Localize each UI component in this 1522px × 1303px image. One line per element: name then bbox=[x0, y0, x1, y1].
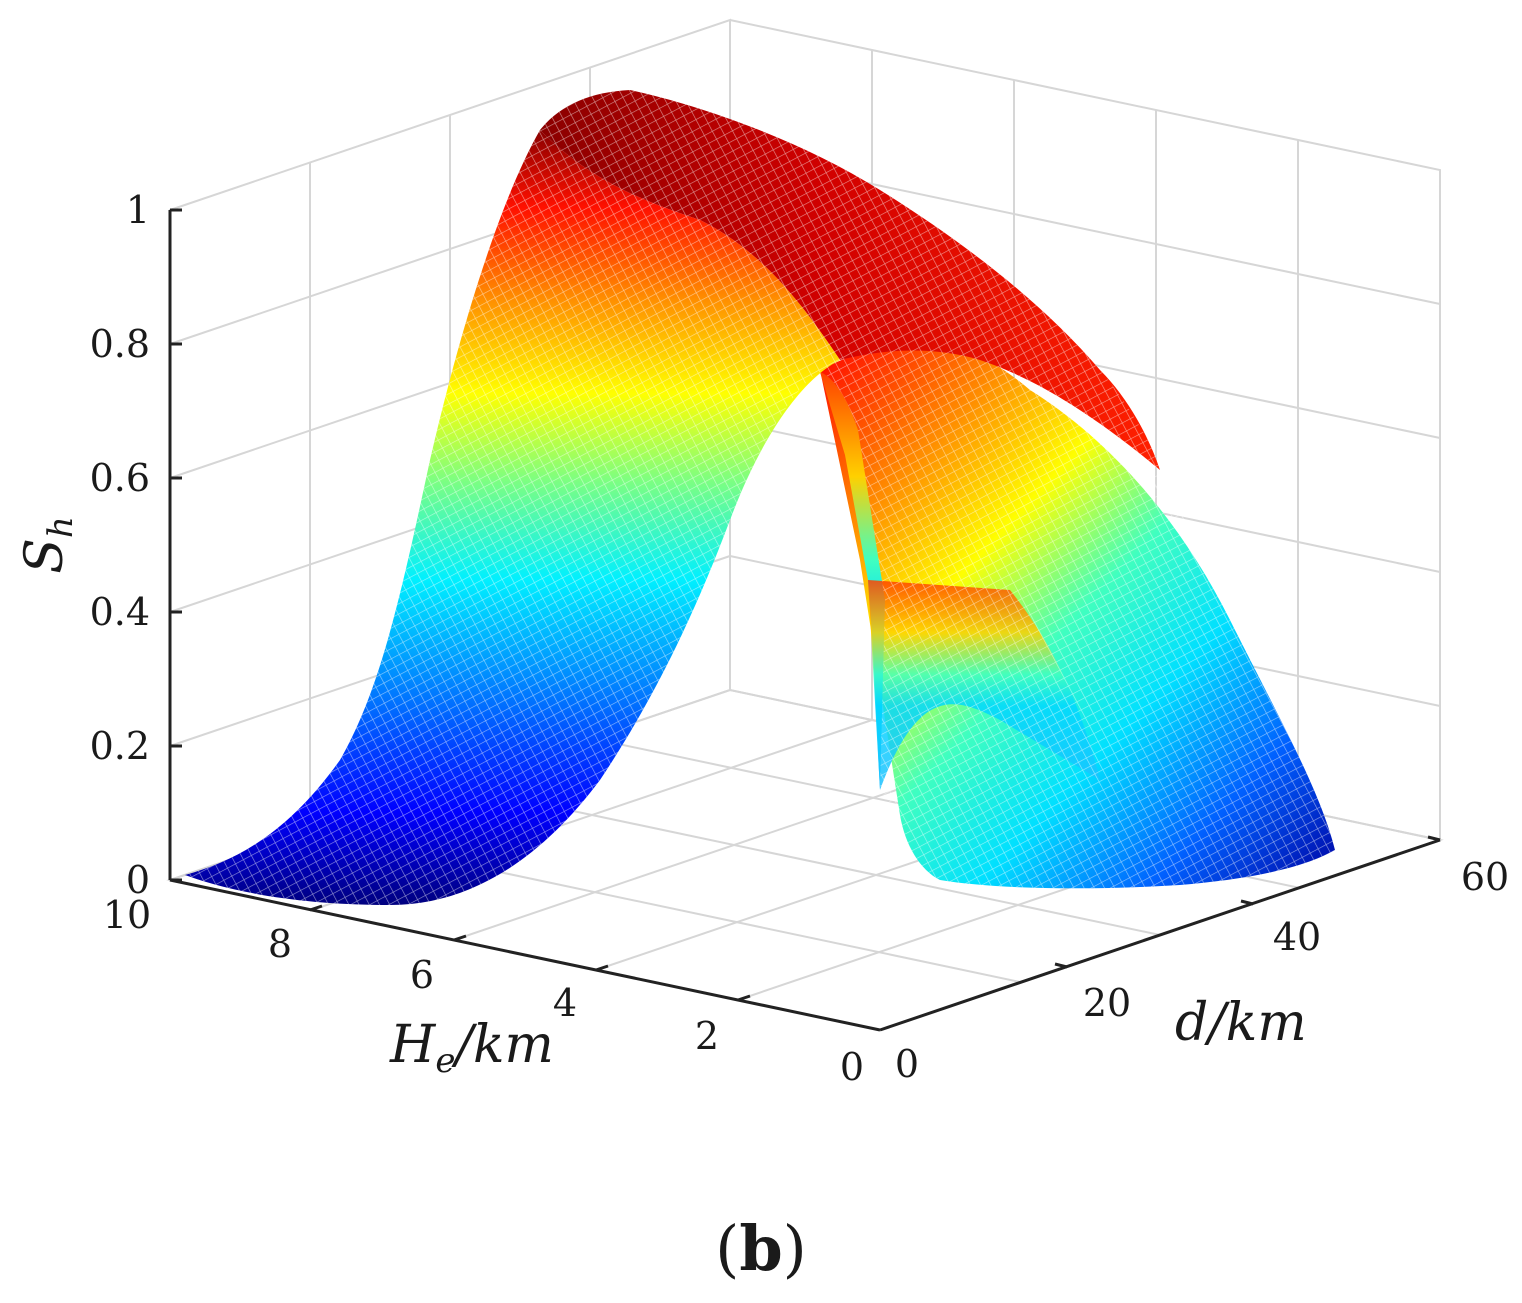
d-tick-labels: 0 20 40 60 bbox=[895, 855, 1509, 1086]
d-tick-label: 0 bbox=[895, 1042, 919, 1086]
z-tick-labels: 0 0.2 0.4 0.6 0.8 1 bbox=[90, 188, 150, 902]
he-tick-labels: 10 8 6 4 2 0 bbox=[103, 893, 864, 1089]
z-tick-label: 0.8 bbox=[90, 322, 150, 366]
z-axis-ticks bbox=[170, 208, 182, 882]
he-axis-label: He/km bbox=[389, 1015, 554, 1081]
z-tick-label: 0.2 bbox=[90, 724, 150, 768]
he-tick-label: 2 bbox=[695, 1014, 719, 1058]
he-tick-label: 6 bbox=[410, 953, 434, 997]
surface-mesh bbox=[185, 90, 1335, 905]
he-tick-label: 10 bbox=[103, 893, 151, 937]
d-axis-label: d/km bbox=[1175, 993, 1307, 1053]
panel-letter: b bbox=[739, 1212, 782, 1285]
he-axis-ticks bbox=[309, 904, 751, 1002]
he-axis-line bbox=[169, 878, 881, 1032]
z-tick-label: 0.4 bbox=[90, 590, 150, 634]
he-tick-label: 4 bbox=[553, 981, 577, 1025]
d-tick-label: 60 bbox=[1461, 855, 1509, 899]
d-tick-label: 40 bbox=[1273, 915, 1321, 959]
z-tick-label: 0.6 bbox=[90, 456, 150, 500]
surface-mesh-overlay bbox=[185, 90, 1335, 905]
d-tick-label: 20 bbox=[1083, 981, 1131, 1025]
he-tick-label: 0 bbox=[840, 1045, 864, 1089]
d-axis-ticks bbox=[1054, 835, 1441, 969]
z-tick-label: 0 bbox=[126, 858, 150, 902]
z-axis-label: Sh bbox=[15, 516, 81, 574]
d-axis-line bbox=[879, 838, 1441, 1032]
axes-lines bbox=[168, 208, 1441, 1032]
panel-label: (b) bbox=[715, 1212, 807, 1285]
he-tick-label: 8 bbox=[268, 922, 292, 966]
z-tick-label: 1 bbox=[126, 188, 150, 232]
